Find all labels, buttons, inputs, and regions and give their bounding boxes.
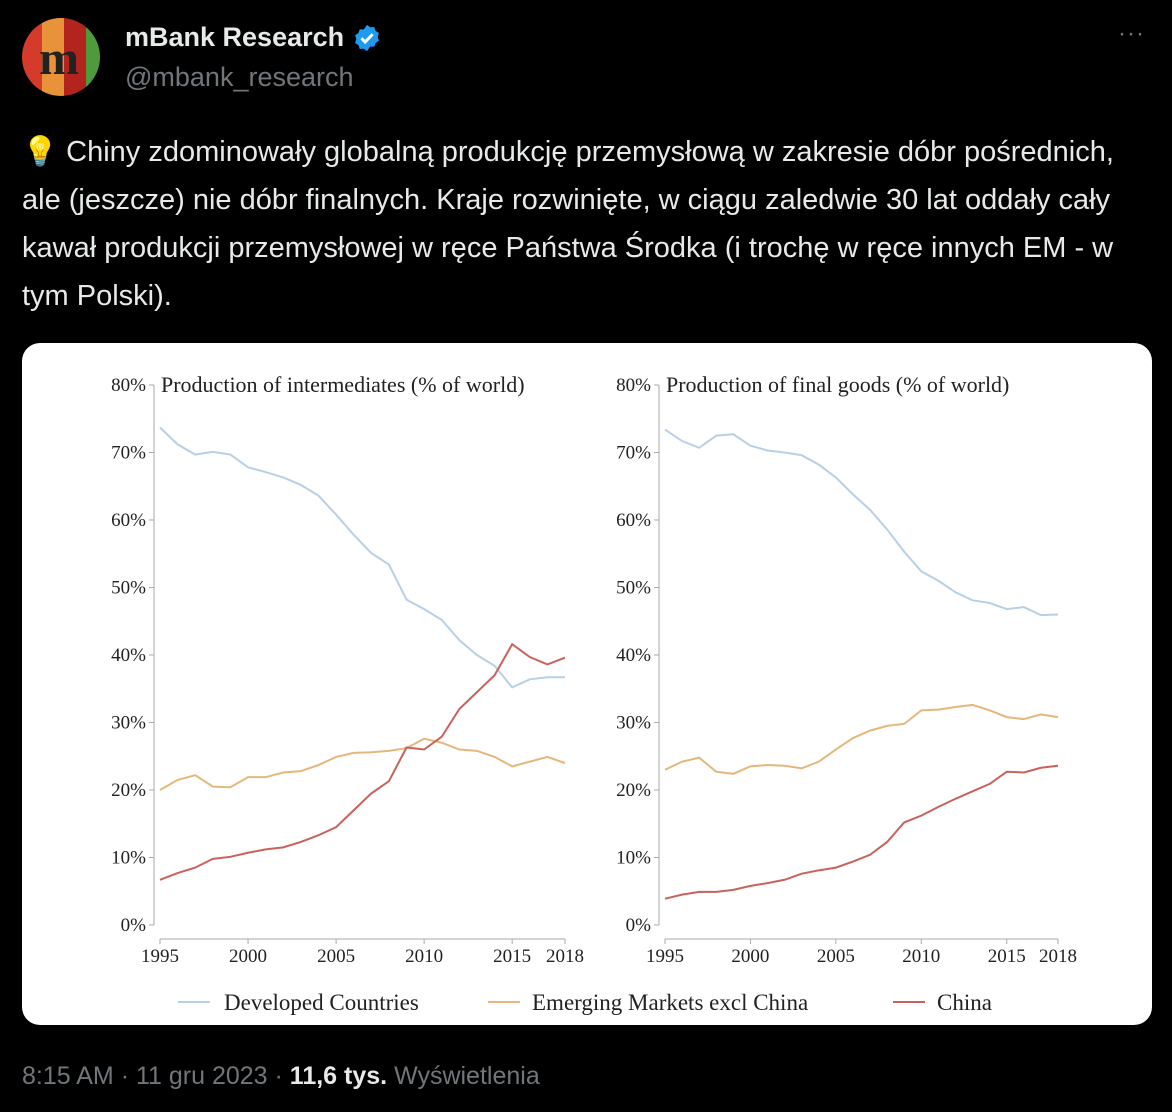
verified-badge-icon [355, 24, 379, 51]
avatar[interactable]: m [22, 18, 100, 96]
y-tick-label: 70% [616, 443, 651, 464]
y-tick-label: 0% [121, 915, 147, 936]
x-tick-label: 2015 [493, 946, 531, 967]
series-line-china [159, 642, 566, 881]
y-tick-label: 0% [626, 915, 652, 936]
tweet-date[interactable]: 11 gru 2023 [135, 1062, 268, 1090]
x-tick-label: 2005 [317, 946, 355, 967]
legend-label: Developed Countries [224, 990, 419, 1015]
author-handle[interactable]: @mbank_research [125, 62, 354, 92]
lightbulb-icon: 💡 [22, 136, 59, 168]
avatar-letter: m [39, 32, 79, 85]
legend-label: China [937, 990, 992, 1015]
y-tick-label: 50% [616, 578, 651, 599]
y-tick-label: 20% [111, 780, 146, 801]
tweet-time[interactable]: 8:15 AM [22, 1062, 114, 1090]
x-tick-label: 2015 [988, 946, 1026, 967]
author-name-text: mBank Research [125, 22, 345, 52]
y-tick-label: 30% [616, 713, 651, 734]
view-count: 11,6 tys. [289, 1062, 388, 1090]
y-tick-label: 10% [616, 848, 651, 869]
x-tick-label: 2018 [1039, 946, 1077, 967]
y-tick-label: 40% [111, 645, 146, 666]
y-tick-label: 40% [616, 645, 651, 666]
charts-svg: 0% 10% 20% 30% 40% 50% 60% 70% 80% 1995 2000 2005 20… [111, 372, 1077, 1015]
chart-title: Production of intermediates (% of world) [161, 372, 525, 397]
y-tick-label: 20% [616, 780, 651, 801]
y-tick-label: 80% [111, 375, 146, 396]
series-line-emerging-markets-excl-china [664, 703, 1059, 775]
chart-title: Production of final goods (% of world) [666, 372, 1009, 397]
tweet-text: 💡 Chiny zdominowały globalną produkcję p… [22, 128, 1157, 320]
series-line-developed-countries [664, 428, 1059, 617]
y-tick-label: 80% [616, 375, 651, 396]
x-tick-label: 2000 [229, 946, 267, 967]
y-tick-label: 30% [111, 713, 146, 734]
x-tick-label: 1995 [646, 946, 684, 967]
y-tick-label: 10% [111, 848, 146, 869]
mbank-logo: m [22, 18, 100, 96]
tweet-footer: 8:15 AM · 11 gru 2023 · 11,6 tys. Wyświe… [22, 1062, 540, 1091]
separator: · [274, 1062, 283, 1090]
series-line-developed-countries [159, 426, 565, 689]
separator: · [120, 1062, 130, 1090]
series-line-emerging-markets-excl-china [159, 737, 566, 791]
legend-label: Emerging Markets excl China [532, 990, 808, 1015]
x-tick-label: 2018 [546, 946, 584, 967]
y-tick-label: 50% [111, 578, 146, 599]
author-name[interactable]: mBank Research [125, 22, 382, 53]
tweet-body: Chiny zdominowały globalną produkcję prz… [22, 136, 1122, 312]
x-tick-label: 2010 [902, 946, 940, 967]
y-tick-label: 60% [616, 510, 651, 531]
x-tick-label: 2010 [405, 946, 443, 967]
x-tick-label: 1995 [141, 946, 179, 967]
views-label: Wyświetlenia [394, 1062, 540, 1090]
ellipsis-icon[interactable]: ··· [1118, 20, 1145, 47]
y-tick-label: 70% [111, 443, 146, 464]
x-tick-label: 2005 [817, 946, 855, 967]
y-tick-label: 60% [111, 510, 146, 531]
x-tick-label: 2000 [731, 946, 769, 967]
series-line-china [664, 764, 1059, 900]
chart-image[interactable]: 0% 10% 20% 30% 40% 50% 60% 70% 80% 1995 2000 2005 20… [22, 343, 1152, 1025]
